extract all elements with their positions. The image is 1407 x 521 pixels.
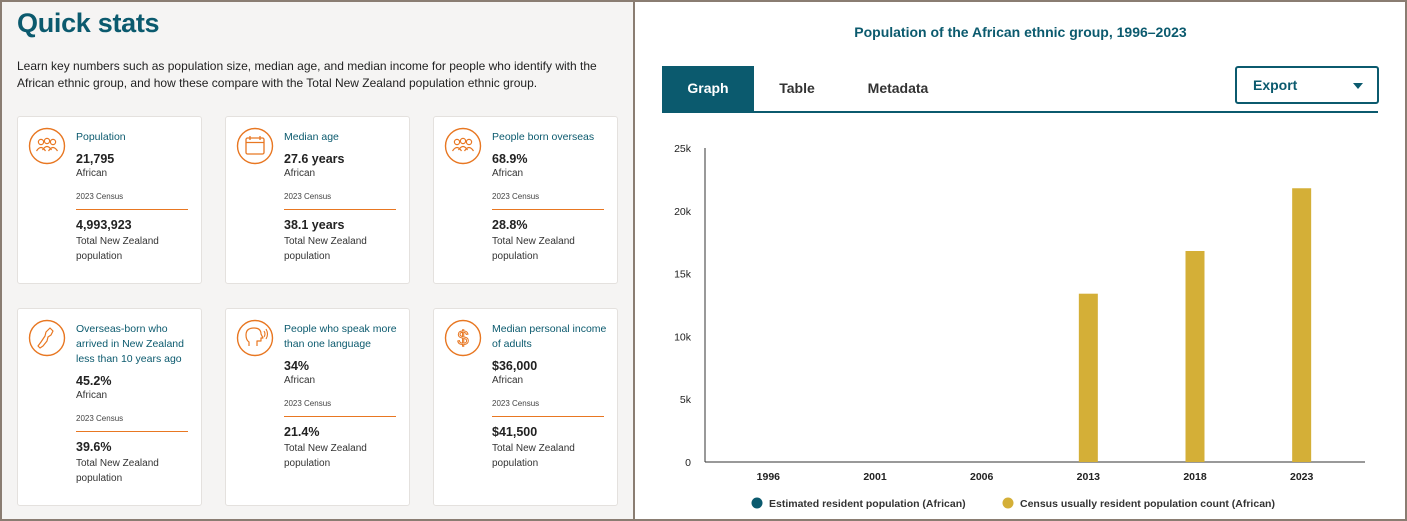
stat-group-nz: Total New Zealand population xyxy=(284,236,367,262)
stat-source: 2023 Census xyxy=(492,399,540,408)
stat-group-african: African xyxy=(284,375,316,386)
stat-card-recent-arrivals: Overseas-born who arrived in New Zealand… xyxy=(17,308,202,506)
chevron-down-icon xyxy=(1353,83,1363,89)
stat-group-african: African xyxy=(492,168,524,179)
calendar-icon xyxy=(236,127,274,165)
stat-label: Median personal income of adults xyxy=(492,323,607,350)
legend-marker-estimated xyxy=(751,497,763,509)
stat-value-african: 27.6 years xyxy=(284,152,345,166)
legend-label-census: Census usually resident population count… xyxy=(1020,498,1275,510)
export-dropdown[interactable]: Export xyxy=(1235,66,1379,104)
stat-label: Overseas-born who arrived in New Zealand… xyxy=(76,323,184,365)
tab-table[interactable]: Table xyxy=(779,80,815,96)
bar-census-2023 xyxy=(1292,188,1312,462)
tab-metadata[interactable]: Metadata xyxy=(867,80,929,96)
x-tick-label: 1996 xyxy=(757,471,781,483)
stat-source: 2023 Census xyxy=(76,414,124,423)
x-tick-label: 2023 xyxy=(1290,471,1314,483)
stat-group-nz: Total New Zealand population xyxy=(284,443,367,469)
bar-census-2018 xyxy=(1185,250,1205,462)
stat-group-nz: Total New Zealand population xyxy=(76,236,159,262)
stat-value-nz: $41,500 xyxy=(492,425,538,439)
x-tick-label: 2001 xyxy=(863,471,887,483)
y-tick-label: 10k xyxy=(674,331,692,343)
stat-card-median-income: $ Median personal income of adults $36,0… xyxy=(433,308,618,506)
stat-group-nz: Total New Zealand population xyxy=(76,458,159,484)
stat-value-african: 21,795 xyxy=(76,152,115,166)
dollar-icon: $ xyxy=(444,319,482,357)
x-tick-label: 2006 xyxy=(970,471,994,483)
stat-divider xyxy=(492,416,604,417)
stat-value-nz: 21.4% xyxy=(284,425,320,439)
stat-source: 2023 Census xyxy=(492,192,540,201)
stat-card-median-age: Median age 27.6 years African 2023 Censu… xyxy=(225,116,410,284)
chart-panel: Population of the African ethnic group, … xyxy=(634,0,1407,521)
stat-group-nz: Total New Zealand population xyxy=(492,236,575,262)
stat-divider xyxy=(76,209,188,210)
y-tick-label: 5k xyxy=(680,394,692,406)
stat-group-african: African xyxy=(76,168,108,179)
stat-label: Median age xyxy=(284,131,339,143)
stat-value-african: 34% xyxy=(284,359,310,373)
stat-group-african: African xyxy=(76,390,108,401)
chart-tabs: Graph Table Metadata xyxy=(662,66,1378,113)
stat-source: 2023 Census xyxy=(284,399,332,408)
y-tick-label: 15k xyxy=(674,269,692,281)
quick-stats-intro: Learn key numbers such as population siz… xyxy=(17,59,597,90)
new-zealand-map-icon xyxy=(28,319,66,357)
quick-stats-title: Quick stats xyxy=(17,8,160,38)
speaking-head-icon xyxy=(236,319,274,357)
bar-census-2013 xyxy=(1078,293,1098,462)
legend-marker-census xyxy=(1002,497,1014,509)
x-tick-label: 2013 xyxy=(1077,471,1101,483)
y-tick-label: 20k xyxy=(674,206,692,218)
svg-text:$: $ xyxy=(457,328,468,350)
stat-value-nz: 38.1 years xyxy=(284,218,345,232)
stat-source: 2023 Census xyxy=(76,192,124,201)
stat-value-african: $36,000 xyxy=(492,359,538,373)
y-tick-label: 0 xyxy=(685,457,691,469)
stat-label: People born overseas xyxy=(492,131,595,143)
stat-card-languages: People who speak more than one language … xyxy=(225,308,410,506)
stat-group-nz: Total New Zealand population xyxy=(492,443,575,469)
stat-group-african: African xyxy=(284,168,316,179)
export-label: Export xyxy=(1253,77,1298,93)
legend-label-estimated: Estimated resident population (African) xyxy=(769,498,966,510)
stat-source: 2023 Census xyxy=(284,192,332,201)
stat-value-nz: 39.6% xyxy=(76,440,112,454)
people-group-icon xyxy=(444,127,482,165)
stat-card-population: Population 21,795 African 2023 Census 4,… xyxy=(17,116,202,284)
tab-graph[interactable]: Graph xyxy=(662,66,754,111)
stat-label: Population xyxy=(76,131,126,143)
bar-chart: 0 5k 10k 15k 20k 25k 1996 2001 2006 2013 2018 2023 E… xyxy=(674,143,1365,510)
stat-value-african: 45.2% xyxy=(76,374,112,388)
x-tick-label: 2018 xyxy=(1183,471,1207,483)
quick-stats-panel: Quick stats Learn key numbers such as po… xyxy=(0,0,634,521)
stat-divider xyxy=(76,431,188,432)
stat-divider xyxy=(284,416,396,417)
people-group-icon xyxy=(28,127,66,165)
stat-divider xyxy=(492,209,604,210)
stat-divider xyxy=(284,209,396,210)
stat-group-african: African xyxy=(492,375,524,386)
stat-card-born-overseas: People born overseas 68.9% African 2023 … xyxy=(433,116,618,284)
y-tick-label: 25k xyxy=(674,143,692,155)
chart-title: Population of the African ethnic group, … xyxy=(854,24,1187,40)
stat-label: People who speak more than one language xyxy=(284,323,397,350)
stat-value-nz: 28.8% xyxy=(492,218,528,232)
stat-value-nz: 4,993,923 xyxy=(76,218,132,232)
stat-value-african: 68.9% xyxy=(492,152,528,166)
